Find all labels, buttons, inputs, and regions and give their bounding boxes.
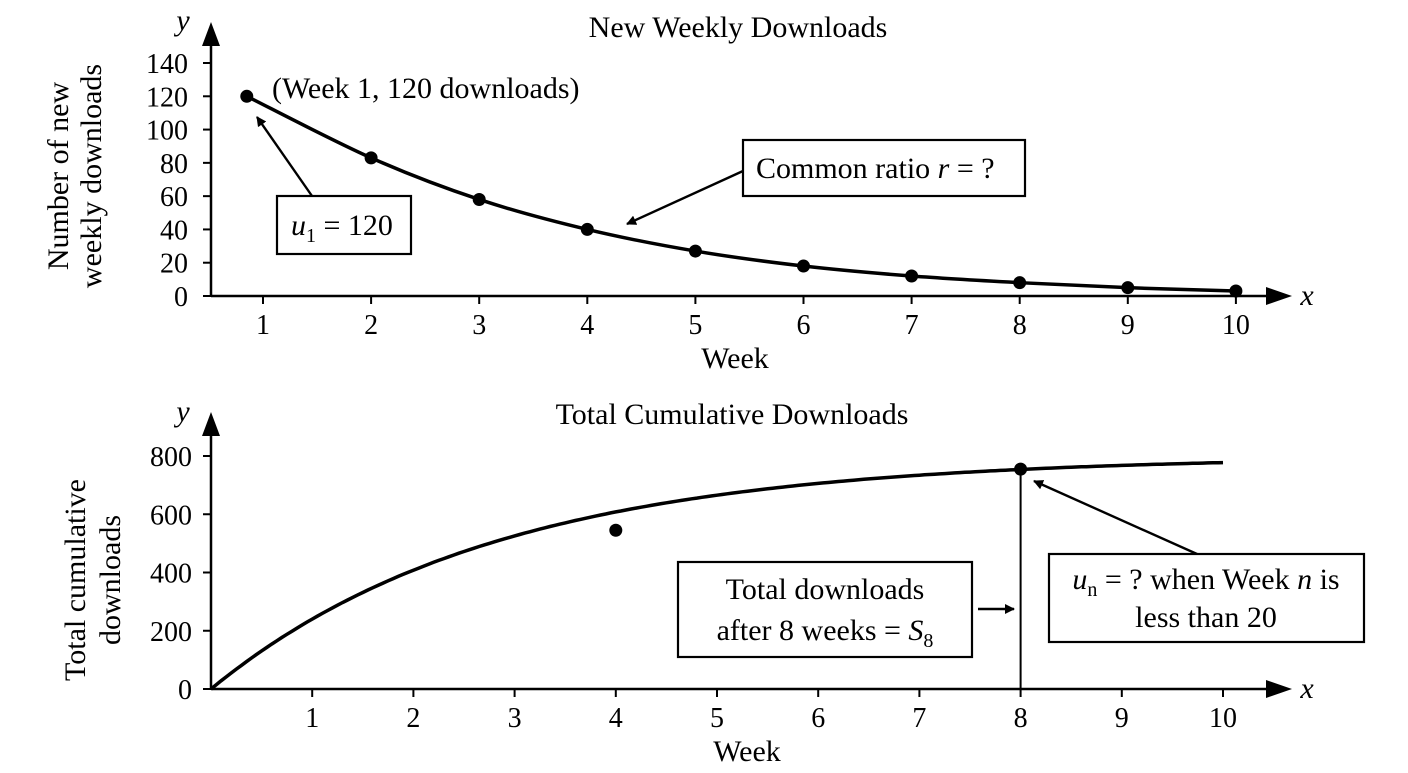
weekly-y-tick-label: 140 bbox=[146, 49, 188, 80]
weekly-x-tick-label: 3 bbox=[472, 310, 486, 341]
cumulative-y-var-label: y bbox=[173, 395, 190, 428]
cumulative-y-tick-label: 0 bbox=[178, 675, 192, 706]
cumulative-x-tick-label: 4 bbox=[609, 703, 623, 734]
cumulative-y-ticks: 0 200 400 600 800 bbox=[150, 442, 211, 706]
weekly-data-point bbox=[688, 244, 702, 258]
cumulative-data-point bbox=[609, 523, 623, 537]
weekly-downloads-chart: New Weekly Downloads y x 020406080100120… bbox=[42, 4, 1314, 375]
weekly-downloads-curve bbox=[246, 94, 1236, 293]
weekly-y-tick-label: 20 bbox=[160, 249, 188, 280]
u1-label: u1 = 120 bbox=[291, 209, 393, 247]
cumulative-x-ticks: 1 2 3 4 5 6 7 8 9 10 bbox=[305, 689, 1237, 734]
weekly-y-axis-label-line2: weekly downloads bbox=[75, 64, 108, 288]
weekly-data-point bbox=[1013, 276, 1027, 290]
weekly-data-point bbox=[364, 151, 378, 165]
cumulative-y-axis-label-line2: downloads bbox=[94, 515, 127, 645]
cumulative-chart-title: Total Cumulative Downloads bbox=[556, 398, 909, 431]
ratio-label: Common ratio r = ? bbox=[756, 152, 995, 185]
cumulative-x-arrowhead bbox=[1266, 680, 1292, 698]
week1-point-label: (Week 1, 120 downloads) bbox=[272, 72, 580, 105]
cumulative-x-tick-label: 6 bbox=[811, 703, 825, 734]
s8-box bbox=[676, 560, 974, 659]
cumulative-x-tick-label: 3 bbox=[508, 703, 522, 734]
weekly-y-tick-label: 40 bbox=[160, 215, 188, 246]
cumulative-data-points bbox=[609, 462, 1028, 537]
cumulative-y-tick-label: 200 bbox=[150, 617, 192, 648]
cumulative-x-tick-label: 9 bbox=[1115, 703, 1129, 734]
weekly-x-tick-label: 9 bbox=[1121, 310, 1135, 341]
weekly-x-axis-label: Week bbox=[701, 342, 769, 375]
weekly-x-tick-label: 4 bbox=[580, 310, 594, 341]
weekly-y-tick-label: 0 bbox=[174, 282, 188, 313]
s8-label-line2: after 8 weeks = S8 bbox=[717, 614, 934, 652]
weekly-x-arrowhead bbox=[1266, 287, 1292, 305]
weekly-x-tick-label: 6 bbox=[797, 310, 811, 341]
cumulative-y-tick-label: 600 bbox=[150, 500, 192, 531]
cumulative-y-arrowhead bbox=[202, 412, 220, 436]
weekly-y-tick-label: 100 bbox=[146, 116, 188, 147]
un-label-line2: less than 20 bbox=[1135, 601, 1277, 634]
weekly-y-arrowhead bbox=[202, 22, 220, 46]
cumulative-x-tick-label: 1 bbox=[305, 703, 319, 734]
weekly-data-point bbox=[472, 192, 486, 206]
cumulative-downloads-curve bbox=[209, 460, 1224, 691]
weekly-x-tick-label: 10 bbox=[1222, 310, 1250, 341]
un-label-line1: un = ? when Week n is bbox=[1072, 563, 1339, 601]
cumulative-y-tick-label: 800 bbox=[150, 442, 192, 473]
cumulative-x-tick-label: 8 bbox=[1014, 703, 1028, 734]
weekly-x-tick-label: 2 bbox=[364, 310, 378, 341]
u1-arrow bbox=[256, 116, 313, 197]
weekly-y-tick-label: 120 bbox=[146, 82, 188, 113]
weekly-data-points bbox=[240, 89, 1243, 298]
s8-label-line1: Total downloads bbox=[726, 573, 925, 606]
weekly-x-ticks: 1 2 3 4 5 6 7 8 9 10 bbox=[256, 296, 1250, 341]
cumulative-x-tick-label: 5 bbox=[710, 703, 724, 734]
un-box bbox=[1047, 552, 1366, 644]
weekly-y-var-label: y bbox=[173, 4, 190, 37]
cumulative-y-axis-label-line1: Total cumulative bbox=[59, 479, 92, 681]
cumulative-x-tick-label: 2 bbox=[406, 703, 420, 734]
cumulative-downloads-chart: Total Cumulative Downloads y x 020040060… bbox=[59, 395, 1366, 768]
weekly-x-tick-label: 5 bbox=[688, 310, 702, 341]
weekly-data-point bbox=[905, 269, 919, 283]
weekly-data-point bbox=[1229, 284, 1243, 298]
weekly-x-tick-label: 1 bbox=[256, 310, 270, 341]
cumulative-x-var-label: x bbox=[1299, 672, 1314, 705]
weekly-x-tick-label: 8 bbox=[1013, 310, 1027, 341]
un-arrow bbox=[1033, 479, 1198, 556]
cumulative-data-point bbox=[1014, 462, 1028, 476]
ratio-arrow bbox=[626, 169, 744, 226]
weekly-chart-title: New Weekly Downloads bbox=[589, 11, 888, 44]
weekly-data-point bbox=[797, 259, 810, 273]
weekly-data-point bbox=[580, 222, 594, 236]
weekly-y-tick-label: 80 bbox=[160, 149, 188, 180]
weekly-x-var-label: x bbox=[1299, 279, 1314, 312]
weekly-data-point bbox=[1121, 281, 1135, 295]
weekly-data-point bbox=[240, 89, 254, 103]
cumulative-x-axis-label: Week bbox=[713, 735, 781, 768]
cumulative-x-tick-label: 7 bbox=[912, 703, 926, 734]
u1-box bbox=[275, 194, 413, 256]
weekly-y-tick-label: 60 bbox=[160, 182, 188, 213]
weekly-y-axis-label-line1: Number of new bbox=[42, 82, 75, 271]
ratio-box bbox=[741, 138, 1027, 198]
weekly-x-tick-label: 7 bbox=[905, 310, 919, 341]
cumulative-x-tick-label: 10 bbox=[1209, 703, 1237, 734]
cumulative-y-tick-label: 400 bbox=[150, 559, 192, 590]
